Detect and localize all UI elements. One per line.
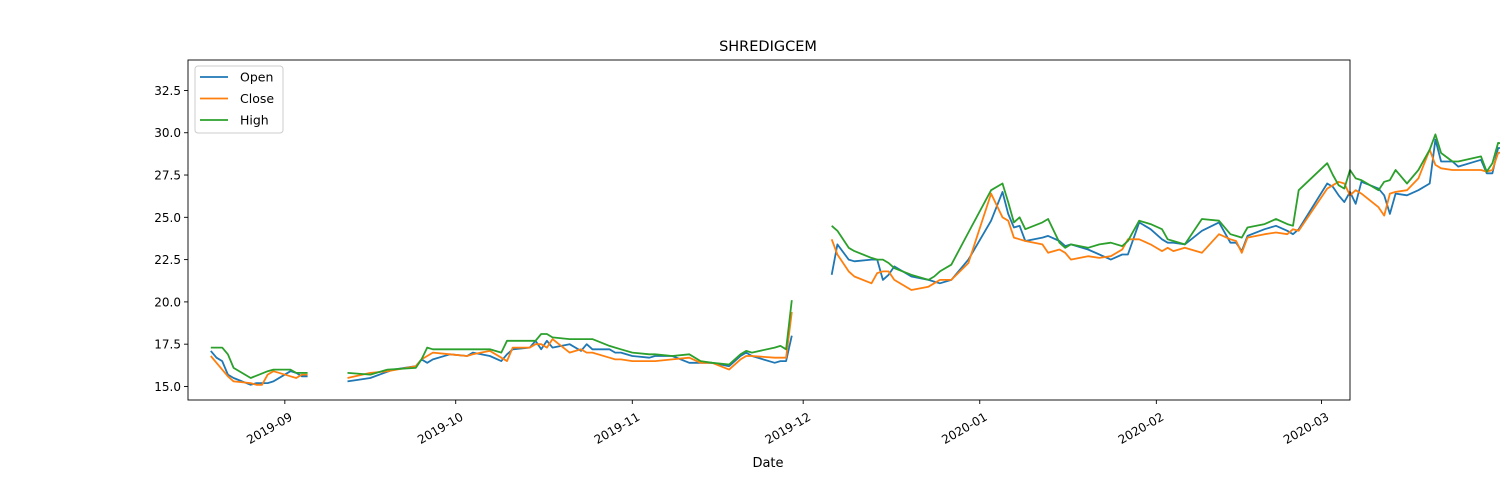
legend-label-high: High — [240, 113, 269, 128]
y-tick-label: 27.5 — [154, 169, 181, 183]
y-tick-label: 15.0 — [154, 380, 181, 394]
legend: Open Close High — [194, 65, 284, 134]
x-axis-label: Date — [752, 456, 783, 471]
plot-frame — [187, 59, 1351, 401]
y-tick-label: 25.0 — [154, 211, 181, 225]
chart-title: SHREDIGCEM — [719, 39, 817, 55]
series-line-open — [210, 138, 1500, 386]
plot-lines — [210, 133, 1500, 386]
y-tick-label: 30.0 — [154, 126, 181, 140]
legend-box — [194, 65, 284, 134]
y-axis: 15.0 17.5 20.0 22.5 25.0 27.5 30.0 32.5 — [154, 84, 188, 394]
legend-label-open: Open — [240, 70, 273, 85]
y-tick-label: 32.5 — [154, 84, 181, 98]
series-line-close — [210, 148, 1500, 386]
y-tick-label: 17.5 — [154, 338, 181, 352]
y-tick-label: 22.5 — [154, 253, 181, 267]
legend-label-close: Close — [240, 91, 274, 106]
series-line-high — [210, 133, 1500, 379]
y-tick-label: 20.0 — [154, 295, 181, 309]
